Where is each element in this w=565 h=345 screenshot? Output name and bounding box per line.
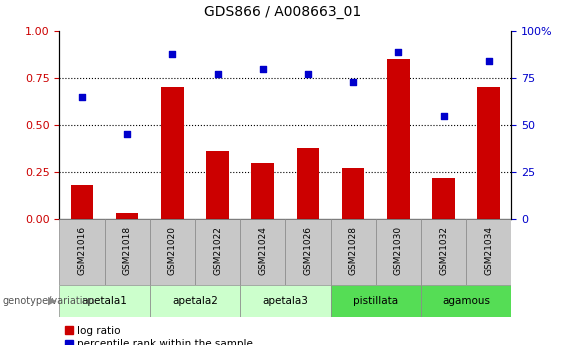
Bar [59, 285, 150, 317]
Point [258, 66, 267, 71]
Text: agamous: agamous [442, 296, 490, 306]
Bar [195, 219, 240, 285]
Text: GSM21024: GSM21024 [258, 226, 267, 275]
Bar [285, 219, 331, 285]
Text: ▶: ▶ [48, 296, 57, 306]
Text: GSM21022: GSM21022 [213, 226, 222, 275]
Text: GSM21028: GSM21028 [349, 226, 358, 275]
Bar [421, 219, 466, 285]
Bar [466, 219, 511, 285]
Bar [240, 285, 331, 317]
Point [394, 49, 403, 55]
Bar [477, 88, 500, 219]
Bar [331, 219, 376, 285]
Text: apetala2: apetala2 [172, 296, 218, 306]
Text: GDS866 / A008663_01: GDS866 / A008663_01 [204, 5, 361, 19]
Text: apetala3: apetala3 [262, 296, 308, 306]
Bar [297, 148, 319, 219]
Bar [421, 285, 511, 317]
Point [77, 94, 86, 100]
Text: GSM21030: GSM21030 [394, 226, 403, 275]
Text: GSM21032: GSM21032 [439, 226, 448, 275]
Legend: log ratio, percentile rank within the sample: log ratio, percentile rank within the sa… [64, 326, 253, 345]
Bar [59, 219, 105, 285]
Point [123, 132, 132, 137]
Bar [150, 219, 195, 285]
Bar [206, 151, 229, 219]
Text: genotype/variation: genotype/variation [3, 296, 95, 306]
Bar [251, 163, 274, 219]
Bar [71, 185, 93, 219]
Text: GSM21016: GSM21016 [77, 226, 86, 275]
Text: GSM21034: GSM21034 [484, 226, 493, 275]
Bar [240, 219, 285, 285]
Bar [376, 219, 421, 285]
Point [439, 113, 448, 118]
Point [484, 58, 493, 64]
Bar [105, 219, 150, 285]
Point [303, 71, 312, 77]
Bar [387, 59, 410, 219]
Point [168, 51, 177, 56]
Bar [161, 88, 184, 219]
Bar [342, 168, 364, 219]
Point [349, 79, 358, 85]
Text: GSM21020: GSM21020 [168, 226, 177, 275]
Bar [331, 285, 421, 317]
Bar [150, 285, 240, 317]
Bar [116, 214, 138, 219]
Text: GSM21018: GSM21018 [123, 226, 132, 275]
Text: apetala1: apetala1 [81, 296, 128, 306]
Bar [432, 178, 455, 219]
Text: pistillata: pistillata [353, 296, 398, 306]
Point [213, 71, 222, 77]
Text: GSM21026: GSM21026 [303, 226, 312, 275]
